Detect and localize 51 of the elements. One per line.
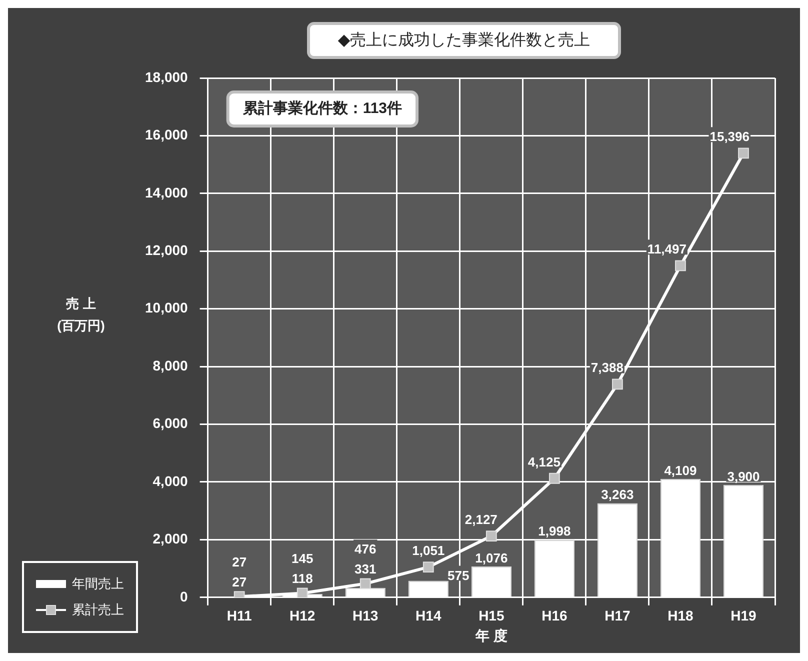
y-tick-label: 2,000	[152, 530, 188, 547]
x-tick-label: H19	[730, 608, 757, 624]
y-tick-label: 4,000	[152, 472, 188, 489]
y-tick-label: 18,000	[144, 68, 188, 85]
y-axis-title: 売 上 (百万円)	[56, 295, 106, 335]
x-tick-label: H11	[226, 608, 252, 624]
legend-label: 累計売上	[72, 601, 124, 619]
data-label: 3,900	[727, 468, 760, 484]
x-tick-label: H14	[416, 608, 442, 624]
data-label: 1,076	[475, 550, 508, 566]
data-label: 27	[232, 554, 247, 570]
point	[675, 260, 686, 272]
y-tick-label: 12,000	[144, 242, 188, 258]
data-label: 4,125	[528, 454, 560, 470]
data-label: 1,998	[538, 524, 571, 539]
point	[548, 472, 560, 484]
legend-label: 年間売上	[72, 575, 124, 593]
x-tick-label: H16	[542, 608, 568, 624]
data-label: 118	[292, 571, 313, 586]
y-tick-label: 6,000	[152, 415, 188, 432]
point	[296, 588, 308, 598]
point	[612, 378, 623, 390]
x-axis-title: 年 度	[474, 627, 508, 644]
y-tick-label: 10,000	[144, 300, 188, 316]
data-label: 476	[354, 542, 376, 557]
point	[422, 562, 434, 573]
data-label: 15,396	[710, 129, 750, 144]
point	[486, 530, 497, 542]
data-label: 1,051	[412, 543, 445, 558]
data-label: 331	[354, 562, 376, 577]
point	[738, 148, 749, 159]
y-tick-label: 16,000	[144, 126, 188, 143]
x-tick-label: H15	[478, 608, 504, 624]
data-label: 2,127	[464, 512, 498, 528]
annotation: 累計事業化件数：113件	[242, 100, 402, 118]
data-label: 7,388	[590, 360, 624, 376]
point	[360, 578, 371, 590]
data-label: 3,263	[601, 487, 634, 502]
y-tick-label: 8,000	[152, 357, 188, 374]
data-label: 11,497	[647, 242, 686, 257]
chart-title: ◆売上に成功した事業化件数と売上	[306, 22, 622, 59]
x-tick-label: H18	[668, 608, 694, 624]
data-label: 27	[232, 574, 247, 590]
data-label: 575	[448, 568, 470, 583]
x-tick-label: H12	[290, 608, 316, 624]
y-tick-label: 0	[180, 588, 188, 604]
x-tick-label: H13	[352, 608, 378, 624]
data-label: 4,109	[664, 462, 697, 478]
data-label: 145	[292, 551, 314, 566]
x-tick-label: H17	[604, 608, 631, 624]
y-tick-label: 14,000	[144, 184, 188, 200]
